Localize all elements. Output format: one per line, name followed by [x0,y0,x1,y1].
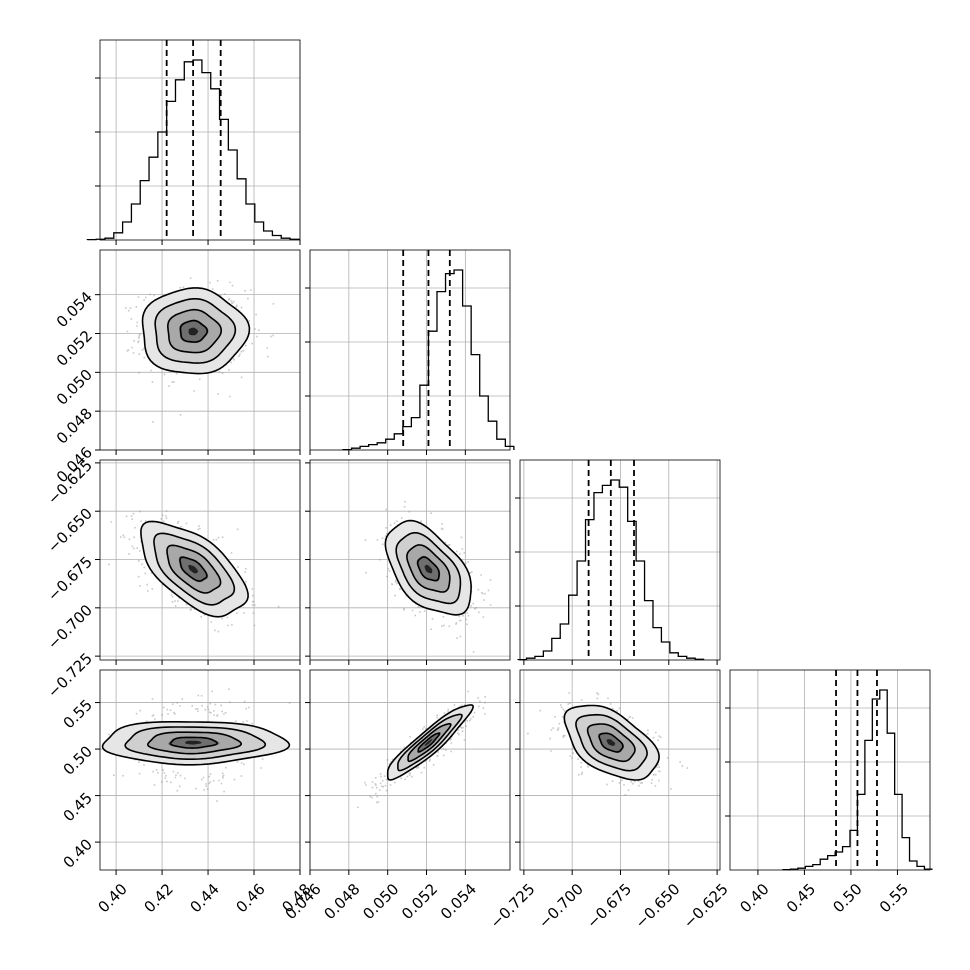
contour-line [141,287,251,375]
axes-frame [519,459,721,661]
hist-panel-4 [725,669,933,875]
scatter-panel-2-3 [305,459,511,665]
density-fill [188,327,199,336]
x-tick-label: 0.55 [876,880,912,916]
density-fill [424,739,433,746]
contour-line [140,520,249,618]
x-tick-label: −0.650 [632,880,684,932]
density-fill [188,564,198,574]
contour-line [406,544,451,593]
contour-line [417,732,441,753]
panel-content [357,690,486,809]
contour-line [169,736,219,749]
contour-line [575,713,648,772]
y-tick-label: 0.55 [60,696,96,732]
panel-content [527,692,689,796]
contour-line [586,723,636,763]
x-tick-label: 0.40 [736,880,772,916]
contour-line [179,319,208,343]
x-tick-label: −0.625 [680,880,732,932]
x-tick-label: 0.050 [359,880,402,923]
panel-content [108,510,280,633]
x-tick-label: 0.50 [829,880,865,916]
contour-line [384,519,472,616]
sample-points [108,510,280,633]
y-tick-label: 0.052 [53,327,96,370]
axes-frame [309,669,511,871]
sample-points [357,690,486,809]
x-tick-label: 0.42 [140,880,176,916]
contour-line [101,721,291,766]
x-tick-label: −0.675 [583,880,635,932]
axes-frame [99,249,301,451]
x-tick-label: −0.700 [535,880,587,932]
y-tick-label: 0.40 [60,835,96,871]
hist-panel-3 [515,459,721,665]
scatter-panel-1-2 [95,249,301,455]
panel-content [364,500,492,653]
scatter-panel-1-4 [95,669,301,875]
x-tick-label: 0.44 [186,880,222,916]
y-tick-label: 0.50 [60,742,96,778]
contour-line [166,544,222,594]
x-tick-label: 0.048 [320,880,363,923]
density-fill [424,564,433,574]
axes-frame [99,669,301,871]
density-fill [606,739,616,746]
panel-content [101,688,291,802]
contour-line [146,731,243,755]
axes-frame [729,669,931,871]
scatter-panel-2-4 [305,669,511,875]
contour-line [397,713,463,772]
contour-line [179,556,208,582]
y-tick-label: 0.45 [60,789,96,825]
scatter-panel-1-3 [95,459,301,665]
contour-line [386,704,474,781]
x-tick-label: −0.725 [487,880,539,932]
contour-line [598,732,624,753]
histogram-step [342,269,515,451]
contour-line [407,723,452,763]
panel-content [125,277,275,423]
contour-line [166,308,222,354]
x-tick-label: 0.46 [232,880,268,916]
y-tick-label: −0.725 [44,649,96,701]
hist-panel-2 [305,249,515,455]
contour-line [416,556,440,582]
contour-line [154,298,237,364]
axes-frame [99,39,301,241]
density-fill [184,740,202,745]
scatter-panel-3-4 [515,669,721,875]
y-tick-label: 0.048 [53,404,96,447]
contour-line [395,532,462,605]
axes-frame [309,249,511,451]
y-tick-label: −0.675 [44,553,96,605]
y-tick-label: −0.650 [44,504,96,556]
contour-line [153,532,236,606]
hist-panel-1 [86,39,301,245]
x-tick-label: 0.40 [94,880,130,916]
x-tick-label: 0.45 [783,880,819,916]
x-tick-label: 0.054 [437,880,480,923]
y-tick-label: 0.050 [53,366,96,409]
contour-line [124,726,267,760]
y-tick-label: 0.054 [53,288,96,331]
contour-line [563,704,660,781]
x-tick-label: 0.052 [398,880,441,923]
y-tick-label: −0.700 [44,601,96,653]
